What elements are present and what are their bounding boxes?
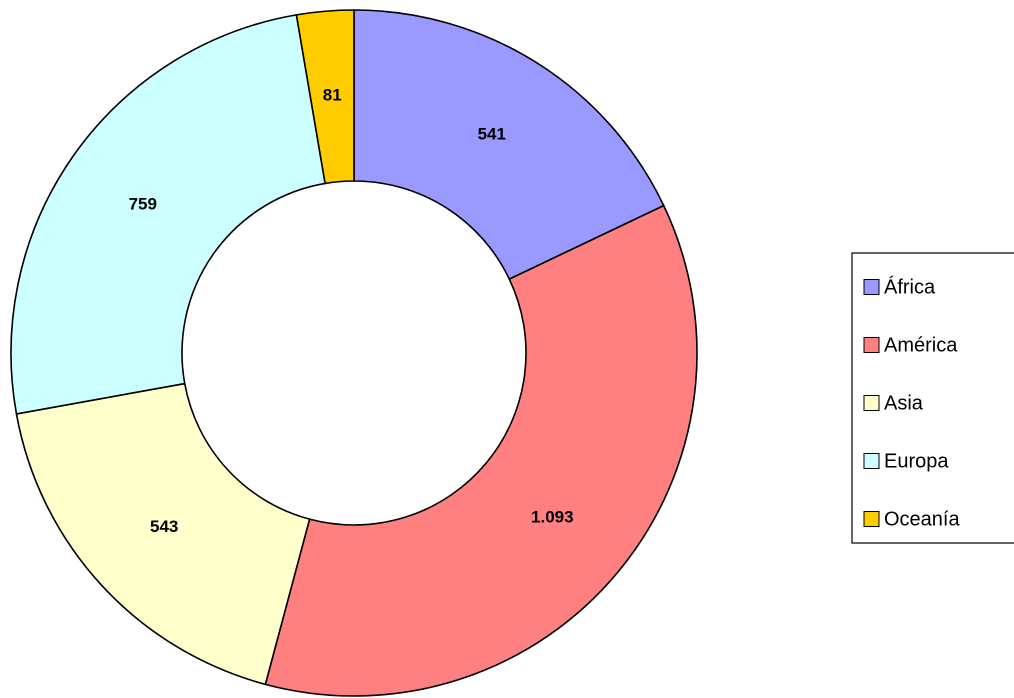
data-label-oceania: 81: [323, 85, 342, 104]
legend-label-europa: Europa: [884, 450, 949, 472]
slice-asia: [15, 382, 311, 686]
legend-swatch-asia: [863, 395, 880, 411]
legend-label-asia: Asia: [884, 392, 924, 414]
legend-label-oceania: Oceanía: [884, 508, 960, 530]
data-label-africa: 541: [478, 124, 506, 143]
data-label-america: 1.093: [531, 508, 574, 527]
data-label-asia: 543: [150, 517, 178, 536]
legend-swatch-europa: [863, 453, 880, 469]
legend-label-america: América: [884, 334, 958, 356]
legend: África América Asia Europa Oceanía: [851, 252, 1014, 544]
legend-label-africa: África: [884, 275, 936, 298]
slice-oceania: [295, 9, 355, 185]
legend-swatch-africa: [863, 279, 880, 295]
slice-europa: [10, 13, 327, 415]
slices: [10, 9, 698, 697]
slice-america: [264, 204, 698, 697]
slice-africa: [353, 9, 665, 281]
data-label-europa: 759: [129, 194, 157, 213]
legend-swatch-oceania: [863, 511, 880, 527]
data-labels: 541 1.093 543 759 81: [129, 85, 574, 536]
legend-swatch-america: [863, 337, 880, 353]
